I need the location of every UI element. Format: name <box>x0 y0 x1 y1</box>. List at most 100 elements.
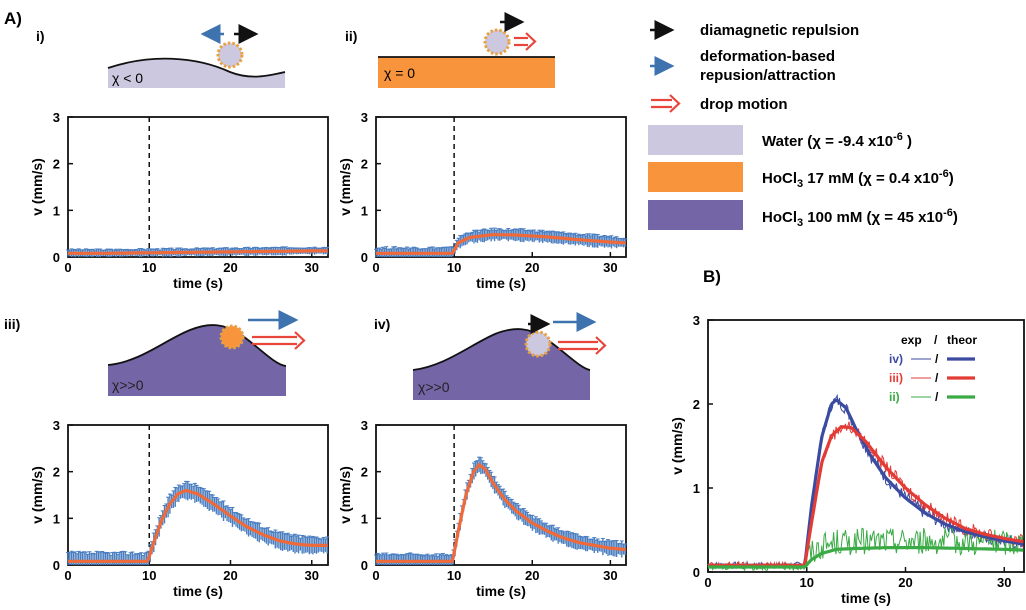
legend-arrow-text-0: diamagnetic repulsion <box>700 22 859 39</box>
chi-label-iv: χ>>0 <box>418 379 450 395</box>
x-tick-label: 0 <box>64 568 71 583</box>
legend-row-label: iii) <box>889 371 903 385</box>
x-tick-label: 10 <box>800 575 814 590</box>
x-tick-label: 20 <box>525 260 539 275</box>
x-tick-label: 30 <box>603 260 617 275</box>
legend-row-slash: / <box>935 390 939 404</box>
legend-row-slash: / <box>935 352 939 366</box>
chi-label-iii: χ>>0 <box>112 377 144 393</box>
x-tick-label: 10 <box>447 260 461 275</box>
theory-line <box>708 546 1024 569</box>
legend-fluid-hocl17: HoCl3 17 mM (χ = 0.4 x10-6) <box>762 168 954 190</box>
x-tick-label: 30 <box>603 568 617 583</box>
legend-header-theor: theor <box>947 333 977 347</box>
drop-icon <box>524 330 552 358</box>
y-tick-label: 0 <box>361 558 368 573</box>
schematic-i: i) χ < 0 <box>36 24 286 88</box>
chart-a-i: 0 10 20 30 0 1 2 3 time (s) v (mm/s) <box>29 110 330 291</box>
x-axis-label: time (s) <box>841 590 891 606</box>
schematic-iv: iv) χ>>0 <box>374 312 607 400</box>
legend-swatch-hocl100 <box>648 200 743 230</box>
plot-frame <box>67 424 329 566</box>
y-tick-label: 2 <box>361 465 368 480</box>
x-tick-label: 10 <box>142 260 156 275</box>
y-tick-label: 3 <box>53 418 60 433</box>
y-tick-label: 3 <box>361 418 368 433</box>
chart-a-ii: 0 10 20 30 0 1 2 3 time (s) v (mm/s) <box>337 110 628 291</box>
y-axis-label: v (mm/s) <box>337 466 353 524</box>
schematic-iii: iii) χ>>0 <box>4 310 306 396</box>
x-tick-label: 20 <box>525 568 539 583</box>
y-tick-label: 1 <box>361 203 368 218</box>
legend-arrow-text-2: drop motion <box>700 96 787 113</box>
x-tick-label: 0 <box>704 575 711 590</box>
drop-icon <box>483 28 511 56</box>
water-surface <box>108 58 285 88</box>
x-tick-label: 0 <box>372 260 379 275</box>
mean-velocity-line <box>68 488 328 563</box>
y-tick-label: 1 <box>693 481 700 496</box>
hocl17-surface <box>378 57 555 88</box>
x-tick-label: 0 <box>372 568 379 583</box>
y-tick-label: 2 <box>53 465 60 480</box>
y-tick-label: 1 <box>53 511 60 526</box>
plot-frame <box>375 424 627 566</box>
plot-frame <box>67 116 329 258</box>
legend-row-label: ii) <box>889 390 900 404</box>
legend-row-slash: / <box>935 371 939 385</box>
red-double-arrow-icon <box>514 32 537 51</box>
x-tick-label: 20 <box>223 568 237 583</box>
x-tick-label: 10 <box>447 568 461 583</box>
y-tick-label: 2 <box>361 157 368 172</box>
schematic-ii: ii) χ = 0 <box>345 12 555 88</box>
y-tick-label: 3 <box>53 110 60 125</box>
x-tick-label: 20 <box>223 260 237 275</box>
y-tick-label: 1 <box>53 203 60 218</box>
legend-swatch-water <box>648 125 743 155</box>
chart-a-iv: 0 10 20 30 0 1 2 3 time (s) v (mm/s) <box>337 418 628 599</box>
legend: diamagnetic repulsion deformation-based … <box>648 20 958 230</box>
mean-velocity-line <box>68 249 328 255</box>
theory-line <box>708 425 1024 567</box>
panel-b-legend: exp / theor iv) / iii) / ii) / <box>889 333 977 404</box>
legend-arrow-text-1b: repusion/attraction <box>700 67 836 84</box>
schematic-i-label: i) <box>36 28 45 44</box>
y-tick-label: 3 <box>693 313 700 328</box>
legend-header-slash: / <box>934 333 938 347</box>
x-tick-label: 10 <box>142 568 156 583</box>
mean-velocity-line <box>376 233 626 255</box>
chart-b: 0 10 20 30 0 1 2 3 time (s) v (mm/s) exp / theor iv) /… <box>669 313 1025 606</box>
mean-velocity-line <box>376 462 626 563</box>
y-tick-label: 0 <box>53 558 60 573</box>
x-tick-label: 30 <box>305 260 319 275</box>
x-axis-label: time (s) <box>476 275 526 291</box>
plot-frame <box>707 319 1025 573</box>
panel-a-label: A) <box>4 9 22 28</box>
legend-header-exp: exp <box>901 333 922 347</box>
chart-a-iii: 0 10 20 30 0 1 2 3 time (s) v (mm/s) <box>29 418 330 599</box>
drop-icon <box>219 324 245 350</box>
legend-swatch-hocl17 <box>648 162 743 192</box>
y-tick-label: 0 <box>693 565 700 580</box>
y-axis-label: v (mm/s) <box>669 417 685 475</box>
error-bars <box>374 456 628 565</box>
x-tick-label: 0 <box>64 260 71 275</box>
x-axis-label: time (s) <box>173 275 223 291</box>
red-double-arrow-icon <box>651 94 681 113</box>
red-double-arrow-icon <box>252 331 306 350</box>
x-tick-label: 30 <box>997 575 1011 590</box>
legend-row-label: iv) <box>889 352 903 366</box>
y-axis-label: v (mm/s) <box>29 466 45 524</box>
y-tick-label: 2 <box>693 397 700 412</box>
plot-frame <box>375 116 627 258</box>
x-axis-label: time (s) <box>476 583 526 599</box>
legend-arrow-text-1a: deformation-based <box>700 48 835 65</box>
schematic-iv-label: iv) <box>374 316 390 332</box>
schematic-iii-label: iii) <box>4 316 20 332</box>
y-tick-label: 1 <box>361 511 368 526</box>
legend-fluid-hocl100: HoCl3 100 mM (χ = 45 x10-6) <box>762 207 958 229</box>
schematic-ii-label: ii) <box>345 28 357 44</box>
y-axis-label: v (mm/s) <box>337 158 353 216</box>
x-tick-label: 30 <box>305 568 319 583</box>
